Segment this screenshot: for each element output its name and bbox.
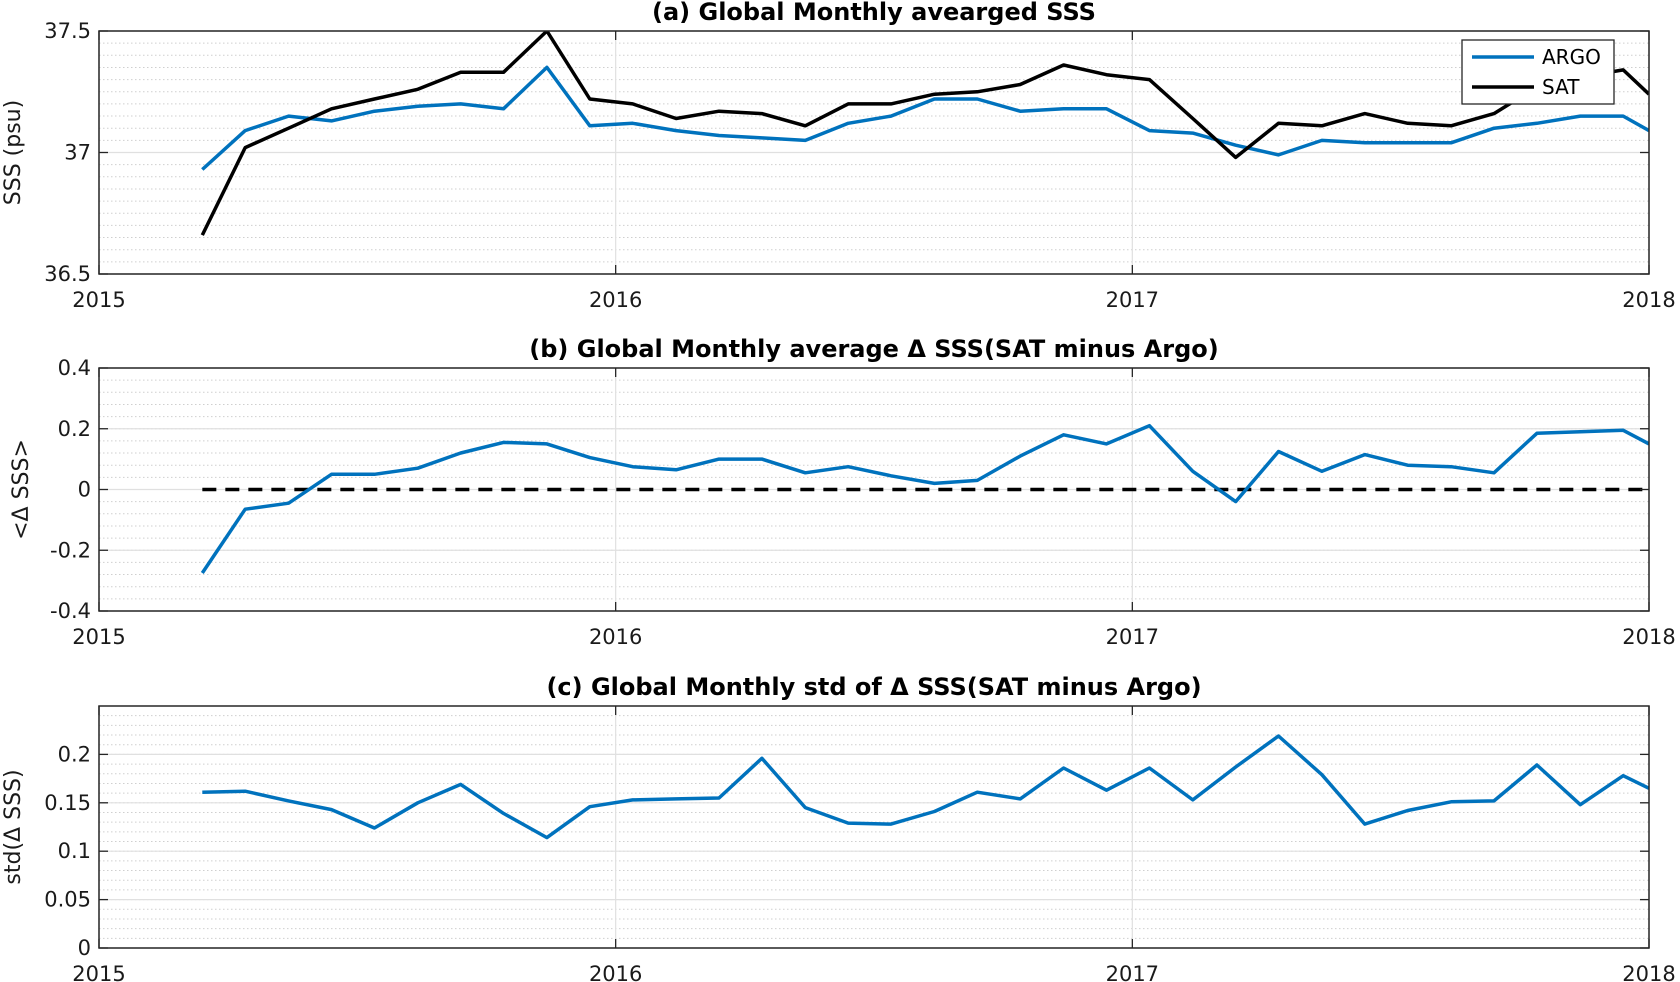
y-tick-label: -0.4 [50, 599, 91, 623]
y-tick-label: 0 [78, 478, 91, 502]
y-tick-label: 0.2 [58, 417, 91, 441]
y-tick-label: 0.4 [58, 356, 91, 380]
y-axis-label: std(Δ SSS) [1, 769, 26, 884]
panel-b: -0.4 -0.2 0 0.2 0.4 2015 2016 2017 2018 (b) Globa… [9, 335, 1676, 649]
y-tick-label: 37.5 [44, 19, 91, 43]
x-tick-label: 2017 [1106, 288, 1159, 312]
panel-a: 36.5 37 37.5 2015 2016 2017 2018 (a) Global Mon… [1, 0, 1676, 312]
x-tick-label: 2015 [72, 962, 125, 982]
chart-title: (a) Global Monthly avearged SSS [652, 0, 1096, 26]
x-tick-label: 2015 [72, 288, 125, 312]
axes-box [98, 705, 1650, 949]
legend-label-argo: ARGO [1542, 45, 1601, 69]
y-tick-label: 37 [64, 141, 91, 165]
plot-area [99, 706, 1649, 948]
series-line-sat [200, 31, 1649, 236]
series-line-delta-sss [200, 423, 1649, 574]
chart-title: (c) Global Monthly std of Δ SSS(SAT minu… [546, 673, 1201, 701]
y-tick-label: 0.1 [58, 839, 91, 863]
x-tick-label: 2018 [1622, 288, 1675, 312]
x-tick-label: 2016 [589, 625, 642, 649]
y-tick-label: 0 [78, 936, 91, 960]
x-tick-label: 2017 [1106, 962, 1159, 982]
y-tick-label: 0.2 [58, 742, 91, 766]
y-tick-label: 0.05 [44, 888, 91, 912]
legend-label-sat: SAT [1542, 75, 1580, 99]
y-tick-label: 36.5 [44, 262, 91, 286]
chart-title: (b) Global Monthly average Δ SSS(SAT min… [529, 335, 1218, 363]
y-tick-label: 0.15 [44, 791, 91, 815]
panel-c: 0 0.05 0.1 0.15 0.2 2015 2016 2017 2018 (c) Globa… [1, 673, 1676, 982]
x-tick-label: 2018 [1622, 625, 1675, 649]
x-tick-label: 2017 [1106, 625, 1159, 649]
series-line-argo [201, 65, 1649, 171]
legend-box [1461, 39, 1615, 105]
x-tick-label: 2016 [589, 288, 642, 312]
x-tick-label: 2016 [589, 962, 642, 982]
x-tick-label: 2018 [1622, 962, 1675, 982]
y-tick-label: -0.2 [50, 538, 91, 562]
x-tick-label: 2015 [72, 625, 125, 649]
y-axis-label: SSS (psu) [1, 100, 26, 205]
series-line-delta-sss [202, 734, 1649, 840]
y-axis-label: <Δ SSS> [9, 439, 34, 540]
legend: ARGO SAT [1461, 39, 1615, 105]
